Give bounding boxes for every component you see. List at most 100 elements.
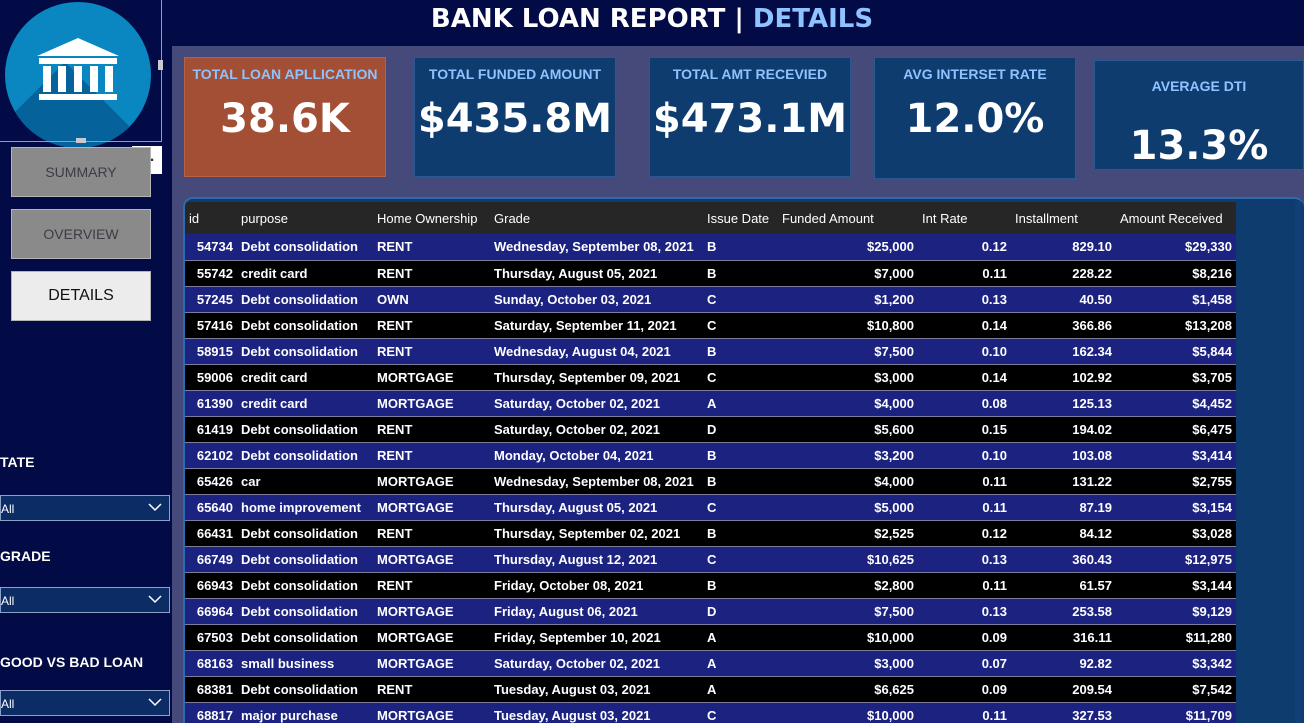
col-grade-cell: Friday, September 10, 2021 [490, 624, 703, 651]
table-row[interactable]: 65426 car MORTGAGE Wednesday, September 08,… [185, 468, 1236, 495]
col-amount-received-cell: $3,342 [1116, 650, 1236, 677]
table-header-row: id purpose Home Ownership Grade Issue Date Fu… [185, 202, 1236, 234]
col-amount-received-cell: $3,144 [1116, 572, 1236, 599]
col-installment-cell: 194.02 [1011, 416, 1116, 443]
col-grade-cell: Sunday, October 03, 2021 [490, 286, 703, 313]
col-grade-cell: Monday, October 04, 2021 [490, 442, 703, 469]
col-installment-cell: 327.53 [1011, 702, 1116, 723]
table-row[interactable]: 59006 credit card MORTGAGE Thursday, Septem… [185, 364, 1236, 391]
col-id-cell: 65640 [185, 494, 237, 521]
col-int-rate-cell: 0.11 [918, 468, 1011, 495]
col-amount-received-header[interactable]: Amount Received [1116, 202, 1236, 234]
col-home-ownership-cell: MORTGAGE [373, 546, 490, 573]
col-funded-amount-cell: $7,500 [778, 338, 918, 365]
kpi-value: $473.1M [652, 96, 848, 142]
col-home-ownership-cell: RENT [373, 520, 490, 547]
table-row[interactable]: 61419 Debt consolidation RENT Saturday, Oct… [185, 416, 1236, 443]
col-funded-amount-cell: $4,000 [778, 468, 918, 495]
good-bad-loan-slicer[interactable]: All [0, 690, 170, 716]
col-installment-header[interactable]: Installment [1011, 202, 1116, 234]
col-purpose-cell: Debt consolidation [237, 338, 373, 365]
col-installment-cell: 366.86 [1011, 312, 1116, 339]
col-funded-amount-cell: $10,000 [778, 702, 918, 723]
table-row[interactable]: 66749 Debt consolidation MORTGAGE Thursday,… [185, 546, 1236, 573]
col-grade-cell: Friday, August 06, 2021 [490, 598, 703, 625]
col-issue-date-cell: C [703, 546, 778, 573]
kpi-total-loan-applications[interactable]: TOTAL LOAN APLLICATION 38.6K [184, 57, 386, 177]
kpi-average-dti[interactable]: AVERAGE DTI 13.3% [1094, 60, 1304, 170]
table-row[interactable]: 66943 Debt consolidation RENT Friday, Octob… [185, 572, 1236, 599]
col-home-ownership-header[interactable]: Home Ownership [373, 202, 490, 234]
overview-button[interactable]: OVERVIEW [11, 209, 151, 259]
col-grade-cell: Thursday, September 02, 2021 [490, 520, 703, 547]
col-id-cell: 68163 [185, 650, 237, 677]
table-row[interactable]: 62102 Debt consolidation RENT Monday, Octob… [185, 442, 1236, 469]
col-funded-amount-cell: $3,200 [778, 442, 918, 469]
col-int-rate-cell: 0.11 [918, 572, 1011, 599]
col-issue-date-cell: A [703, 676, 778, 703]
table-row[interactable]: 68381 Debt consolidation RENT Tuesday, Augu… [185, 676, 1236, 703]
col-funded-amount-header[interactable]: Funded Amount [778, 202, 918, 234]
kpi-value: 13.3% [1129, 123, 1269, 169]
col-issue-date-cell: B [703, 338, 778, 365]
col-home-ownership-cell: MORTGAGE [373, 468, 490, 495]
col-amount-received-cell: $2,755 [1116, 468, 1236, 495]
col-grade-header[interactable]: Grade [490, 202, 703, 234]
col-purpose-header[interactable]: purpose [237, 202, 373, 234]
table-row[interactable]: 54734 Debt consolidation RENT Wednesday, Se… [185, 234, 1236, 261]
col-int-rate-cell: 0.14 [918, 312, 1011, 339]
table-row[interactable]: 68163 small business MORTGAGE Saturday, Oct… [185, 650, 1236, 677]
table-row[interactable]: 58915 Debt consolidation RENT Wednesday, Au… [185, 338, 1236, 365]
state-slicer[interactable]: All [0, 495, 170, 521]
col-issue-date-cell: D [703, 598, 778, 625]
col-home-ownership-cell: MORTGAGE [373, 390, 490, 417]
details-button[interactable]: DETAILS [11, 271, 151, 321]
col-id-cell: 59006 [185, 364, 237, 391]
col-id-cell: 61390 [185, 390, 237, 417]
kpi-total-amount-received[interactable]: TOTAL AMT RECEVIED $473.1M [649, 57, 851, 177]
table-row[interactable]: 68817 major purchase MORTGAGE Tuesday, Augu… [185, 702, 1236, 723]
col-home-ownership-cell: MORTGAGE [373, 364, 490, 391]
col-funded-amount-cell: $5,600 [778, 416, 918, 443]
col-amount-received-cell: $1,458 [1116, 286, 1236, 313]
col-installment-cell: 125.13 [1011, 390, 1116, 417]
col-int-rate-header[interactable]: Int Rate [918, 202, 1011, 234]
kpi-total-funded-amount[interactable]: TOTAL FUNDED AMOUNT $435.8M [414, 57, 616, 177]
kpi-avg-interest-rate[interactable]: AVG INTERSET RATE 12.0% [874, 57, 1076, 179]
resize-handle[interactable] [158, 60, 163, 70]
table-row[interactable]: 61390 credit card MORTGAGE Saturday, Octobe… [185, 390, 1236, 417]
table-row[interactable]: 57416 Debt consolidation RENT Saturday, Sep… [185, 312, 1236, 339]
bank-logo [5, 2, 151, 148]
col-grade-cell: Thursday, August 12, 2021 [490, 546, 703, 573]
table-row[interactable]: 66964 Debt consolidation MORTGAGE Friday, A… [185, 598, 1236, 625]
col-funded-amount-cell: $3,000 [778, 650, 918, 677]
col-int-rate-cell: 0.11 [918, 494, 1011, 521]
col-grade-cell: Saturday, October 02, 2021 [490, 416, 703, 443]
col-amount-received-cell: $9,129 [1116, 598, 1236, 625]
table-row[interactable]: 66431 Debt consolidation RENT Thursday, Sep… [185, 520, 1236, 547]
table-scrollbar[interactable] [1293, 201, 1303, 723]
col-home-ownership-cell: RENT [373, 442, 490, 469]
col-id-cell: 66749 [185, 546, 237, 573]
table-row[interactable]: 57245 Debt consolidation OWN Sunday, Octobe… [185, 286, 1236, 313]
col-issue-date-cell: B [703, 442, 778, 469]
col-funded-amount-cell: $7,500 [778, 598, 918, 625]
grade-slicer[interactable]: All [0, 587, 170, 613]
table-row[interactable]: 67503 Debt consolidation MORTGAGE Friday, S… [185, 624, 1236, 651]
col-id-header[interactable]: id [185, 202, 237, 234]
summary-button[interactable]: SUMMARY [11, 147, 151, 197]
resize-handle[interactable] [76, 138, 86, 143]
col-issue-date-cell: B [703, 468, 778, 495]
col-issue-date-header[interactable]: Issue Date [703, 202, 778, 234]
col-id-cell: 55742 [185, 260, 237, 287]
table-row[interactable]: 55742 credit card RENT Thursday, August 05,… [185, 260, 1236, 287]
col-amount-received-cell: $11,280 [1116, 624, 1236, 651]
col-home-ownership-cell: OWN [373, 286, 490, 313]
col-purpose-cell: Debt consolidation [237, 520, 373, 547]
col-purpose-cell: Debt consolidation [237, 234, 373, 261]
table-row[interactable]: 65640 home improvement MORTGAGE Thursday, A… [185, 494, 1236, 521]
col-purpose-cell: Debt consolidation [237, 598, 373, 625]
col-funded-amount-cell: $1,200 [778, 286, 918, 313]
state-slicer-label: TATE [0, 454, 35, 470]
col-grade-cell: Tuesday, August 03, 2021 [490, 702, 703, 723]
